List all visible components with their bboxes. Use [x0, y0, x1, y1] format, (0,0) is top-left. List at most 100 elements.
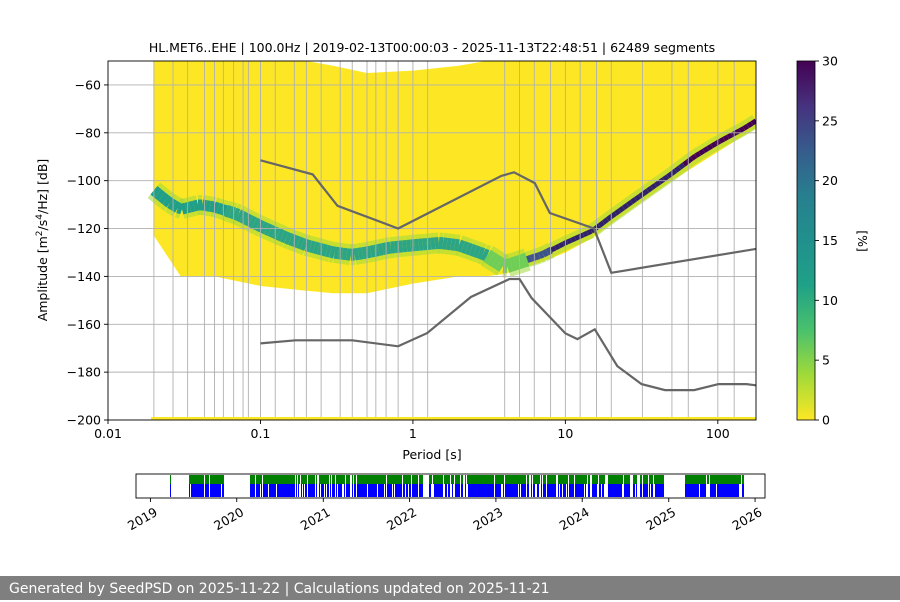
- availability-bar: [493, 475, 494, 484]
- data-bar: [445, 484, 446, 497]
- availability-bar: [701, 475, 702, 484]
- data-bar: [548, 484, 549, 497]
- data-bar: [700, 484, 701, 497]
- availability-bar: [628, 475, 629, 484]
- availability-bar: [385, 475, 386, 484]
- data-bar: [698, 484, 699, 497]
- mode-segment: [467, 248, 471, 249]
- data-bar: [627, 484, 628, 497]
- mode-segment: [278, 234, 282, 236]
- availability-bar: [446, 475, 447, 484]
- mode-segment: [335, 253, 339, 254]
- availability-bar: [619, 475, 620, 484]
- data-bar: [489, 484, 490, 497]
- availability-bar: [417, 475, 418, 484]
- psd-figure: HL.MET6..EHE | 100.0Hz | 2019-02-13T00:0…: [0, 0, 900, 576]
- availability-bar: [360, 475, 361, 484]
- data-bar: [558, 484, 559, 497]
- availability-bar: [738, 475, 739, 484]
- availability-bar: [363, 475, 364, 484]
- availability-bar: [267, 475, 268, 484]
- data-bar: [205, 484, 206, 497]
- data-bar: [735, 484, 736, 497]
- availability-bar: [545, 475, 546, 484]
- data-bar: [511, 484, 512, 497]
- availability-bar: [585, 475, 586, 484]
- availability-bar: [507, 475, 508, 484]
- availability-bar: [622, 475, 623, 484]
- availability-bar: [322, 475, 323, 484]
- data-bar: [686, 484, 687, 497]
- availability-bar: [206, 475, 207, 484]
- availability-bar: [551, 475, 552, 484]
- data-bar: [593, 484, 594, 497]
- timeline-frame-bg: [136, 474, 765, 498]
- data-bar: [652, 484, 653, 497]
- data-bar: [312, 484, 313, 497]
- availability-bar: [189, 475, 190, 484]
- data-bar: [223, 484, 224, 497]
- data-bar: [196, 484, 197, 497]
- availability-bar: [284, 475, 285, 484]
- mode-segment: [326, 251, 330, 252]
- data-bar: [616, 484, 617, 497]
- data-bar: [220, 484, 221, 497]
- availability-bar: [338, 475, 339, 484]
- mode-segment: [290, 239, 294, 241]
- data-bar: [311, 484, 312, 497]
- data-bar: [459, 484, 460, 497]
- availability-bar: [333, 475, 334, 484]
- availability-bar: [720, 475, 721, 484]
- data-bar: [399, 484, 400, 497]
- availability-bar: [581, 475, 582, 484]
- availability-bar: [692, 475, 693, 484]
- data-bar: [525, 484, 526, 497]
- availability-bar: [725, 475, 726, 484]
- availability-bar: [633, 475, 634, 484]
- data-bar: [573, 484, 574, 497]
- availability-bar: [210, 475, 211, 484]
- availability-bar: [272, 475, 273, 484]
- availability-bar: [358, 475, 359, 484]
- data-bar: [715, 484, 716, 497]
- availability-bar: [562, 475, 563, 484]
- availability-bar: [514, 475, 515, 484]
- data-bar: [736, 484, 737, 497]
- data-bar: [215, 484, 216, 497]
- availability-bar: [716, 475, 717, 484]
- mode-segment: [459, 245, 463, 246]
- data-bar: [722, 484, 723, 497]
- availability-bar: [215, 475, 216, 484]
- availability-bar: [320, 475, 321, 484]
- availability-bar: [381, 475, 382, 484]
- mode-segment: [692, 156, 696, 159]
- data-bar: [569, 484, 570, 497]
- availability-bar: [646, 475, 647, 484]
- availability-bar: [485, 475, 486, 484]
- availability-bar: [522, 475, 523, 484]
- mode-segment: [162, 197, 166, 200]
- availability-bar: [433, 475, 434, 484]
- data-bar: [334, 484, 335, 497]
- data-bar: [705, 484, 706, 497]
- data-bar: [713, 484, 714, 497]
- availability-bar: [509, 475, 510, 484]
- availability-bar: [367, 475, 368, 484]
- availability-bar: [505, 475, 506, 484]
- data-bar: [303, 484, 304, 497]
- data-bar: [280, 484, 281, 497]
- y-tick-label: −180: [67, 365, 101, 380]
- data-bar: [565, 484, 566, 497]
- availability-bar: [732, 475, 733, 484]
- availability-bar: [567, 475, 568, 484]
- data-bar: [282, 484, 283, 497]
- data-bar: [328, 484, 329, 497]
- data-coverage-timeline: [170, 475, 744, 497]
- data-bar: [352, 484, 353, 497]
- data-bar: [498, 484, 499, 497]
- data-bar: [200, 484, 201, 497]
- availability-bar: [571, 475, 572, 484]
- data-bar: [383, 484, 384, 497]
- data-bar: [685, 484, 686, 497]
- data-bar: [357, 484, 358, 497]
